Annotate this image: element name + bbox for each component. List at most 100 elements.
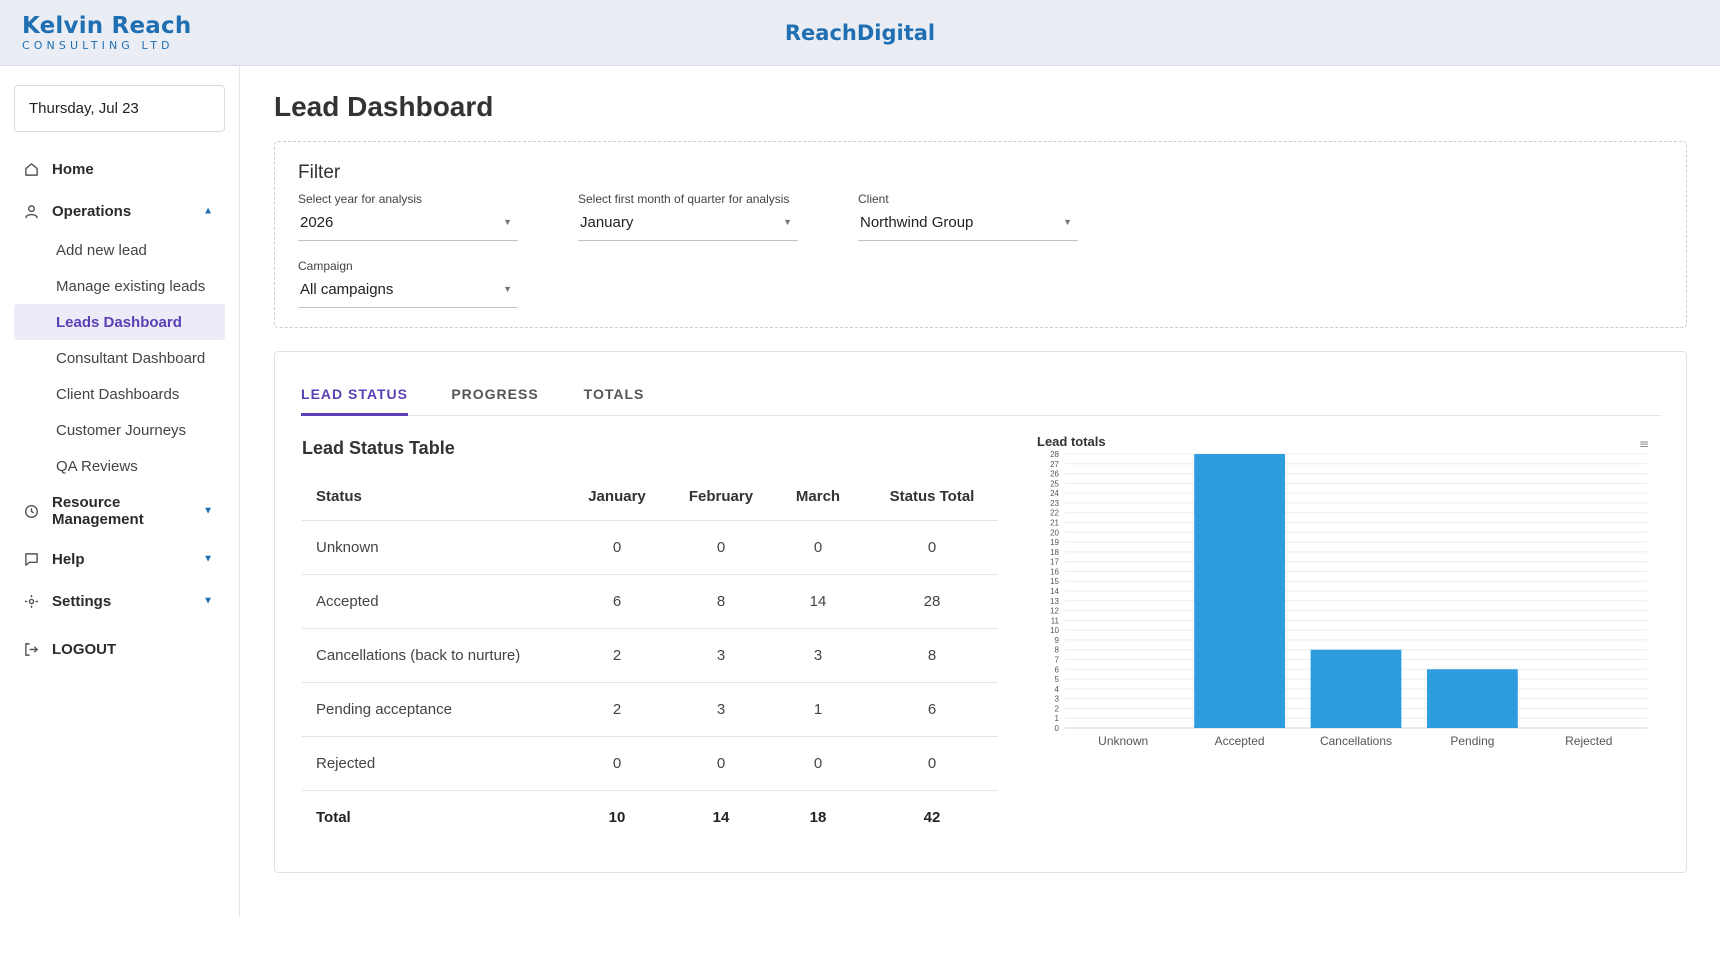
table-cell: 3 [672,628,770,683]
y-tick-label: 1 [1055,714,1060,723]
menu-icon[interactable]: ≡ [1639,437,1649,451]
month-dropdown[interactable]: January ▼ [578,214,798,241]
bar-pending [1427,669,1518,728]
chart-title: Lead totals [1037,436,1106,449]
dashboard-card: LEAD STATUS PROGRESS TOTALS Lead Status … [274,351,1687,873]
sidebar-subitem-add-lead[interactable]: Add new lead [56,241,147,259]
y-tick-label: 18 [1050,548,1059,557]
logout-icon [22,640,40,658]
y-tick-label: 20 [1050,528,1059,537]
table-row: Cancellations (back to nurture) 2 3 3 8 [302,628,998,683]
table-cell: 0 [770,520,866,575]
table-cell: 0 [770,736,866,791]
sidebar-nav: Home Operations ▲ Add new lead Manage ex… [0,148,239,670]
company-logo[interactable]: Kelvin Reach CONSULTING LTD [22,14,191,52]
y-tick-label: 27 [1050,460,1059,469]
clock-icon [22,502,40,520]
campaign-label: Campaign [298,259,353,273]
y-tick-label: 21 [1050,519,1059,528]
table-cell: 28 [866,574,998,629]
client-dropdown[interactable]: Northwind Group ▼ [858,214,1078,241]
y-tick-label: 28 [1050,450,1059,459]
table-cell: 0 [672,736,770,791]
chevron-down-icon: ▼ [203,553,213,565]
sidebar-subitem-leads-dashboard[interactable]: Leads Dashboard [14,304,225,340]
lead-totals-chart: Lead totals ≡ 0 1 2 3 4 5 6 7 8 9 10 11 12 13 14 15 16 17 18… [1027,436,1667,796]
y-tick-label: 15 [1050,577,1059,586]
table-cell: Unknown [302,520,562,575]
sidebar-item-help[interactable]: Help ▼ [0,538,239,580]
tab-bar: LEAD STATUS PROGRESS TOTALS [301,374,1661,416]
x-tick-label: Pending [1450,734,1494,748]
brand-text: ReachDigital [784,21,936,45]
sidebar-item-settings[interactable]: Settings ▼ [0,580,239,622]
sidebar-subitem-qa-reviews[interactable]: QA Reviews [56,457,138,475]
y-tick-label: 16 [1050,567,1059,576]
gear-icon [22,592,40,610]
table-cell: 2 [562,628,672,683]
table-cell: 0 [672,520,770,575]
table-cell: 6 [562,574,672,629]
sidebar-item-label: Help [52,550,85,568]
filter-title: Filter [298,162,341,183]
table-title: Lead Status Table [302,438,455,458]
sidebar-item-operations[interactable]: Operations ▲ [0,190,239,232]
sidebar-subitem-manage-leads[interactable]: Manage existing leads [56,277,206,295]
campaign-select: Campaign All campaigns ▼ [298,259,518,308]
y-tick-label: 8 [1055,646,1060,655]
y-tick-label: 7 [1055,656,1060,665]
y-tick-label: 3 [1055,695,1060,704]
y-tick-label: 6 [1055,665,1060,674]
tab-totals[interactable]: TOTALS [583,386,645,402]
column-header: Status [302,474,562,521]
table-cell: 3 [770,628,866,683]
y-tick-label: 10 [1050,626,1059,635]
y-tick-label: 24 [1050,489,1059,498]
y-tick-label: 0 [1055,724,1060,733]
table-cell: 42 [923,808,941,826]
tab-progress[interactable]: PROGRESS [451,386,539,402]
sidebar-item-logout[interactable]: LOGOUT [0,628,239,670]
person-icon [22,202,40,220]
logo-sub-text: CONSULTING LTD [22,39,174,52]
home-icon [22,160,40,178]
table-cell: 1 [770,682,866,737]
table-header-row: Status January February March Status Tot… [302,474,998,521]
chevron-down-icon: ▼ [203,595,213,607]
y-tick-label: 23 [1050,499,1059,508]
chevron-down-icon: ▼ [203,505,213,517]
sidebar-subitem-client-dashboards[interactable]: Client Dashboards [56,385,180,403]
brand-title: ReachDigital [0,21,1720,45]
y-tick-label: 2 [1055,704,1060,713]
sidebar-subitem-customer-journeys[interactable]: Customer Journeys [56,421,187,439]
top-header: Kelvin Reach CONSULTING LTD ReachDigital [0,0,1720,66]
client-label: Client [858,192,889,206]
table-cell: 8 [672,574,770,629]
y-tick-label: 25 [1050,479,1059,488]
bar-accepted [1194,454,1285,728]
sidebar-item-label: Home [52,160,94,178]
sidebar-item-home[interactable]: Home [0,148,239,190]
sidebar-item-label: LOGOUT [52,640,117,658]
lead-status-table: Status January February March Status Tot… [302,474,998,844]
year-label: Select year for analysis [298,192,423,206]
table-cell: 14 [712,808,730,826]
table-cell: 6 [866,682,998,737]
table-total-row: Total 10 14 18 42 [302,790,998,844]
month-value: January [580,214,634,231]
column-header: January [562,474,672,521]
page-title: Lead Dashboard [274,91,494,122]
sidebar-item-label: Operations [52,202,132,220]
campaign-dropdown[interactable]: All campaigns ▼ [298,281,518,308]
dropdown-arrow-icon: ▼ [1063,217,1072,227]
table-cell: Rejected [302,736,562,791]
year-value: 2026 [300,214,334,231]
client-select: Client Northwind Group ▼ [858,192,1078,241]
sidebar: Thursday, Jul 23 Home Operations ▲ Add n… [0,66,240,916]
sidebar-item-resource-management[interactable]: Resource Management ▼ [0,484,239,538]
year-dropdown[interactable]: 2026 ▼ [298,214,518,241]
sidebar-subitem-consultant-dashboard[interactable]: Consultant Dashboard [56,349,206,367]
tab-lead-status[interactable]: LEAD STATUS [301,374,408,416]
month-label: Select first month of quarter for analys… [578,192,790,206]
y-tick-label: 19 [1050,538,1059,547]
